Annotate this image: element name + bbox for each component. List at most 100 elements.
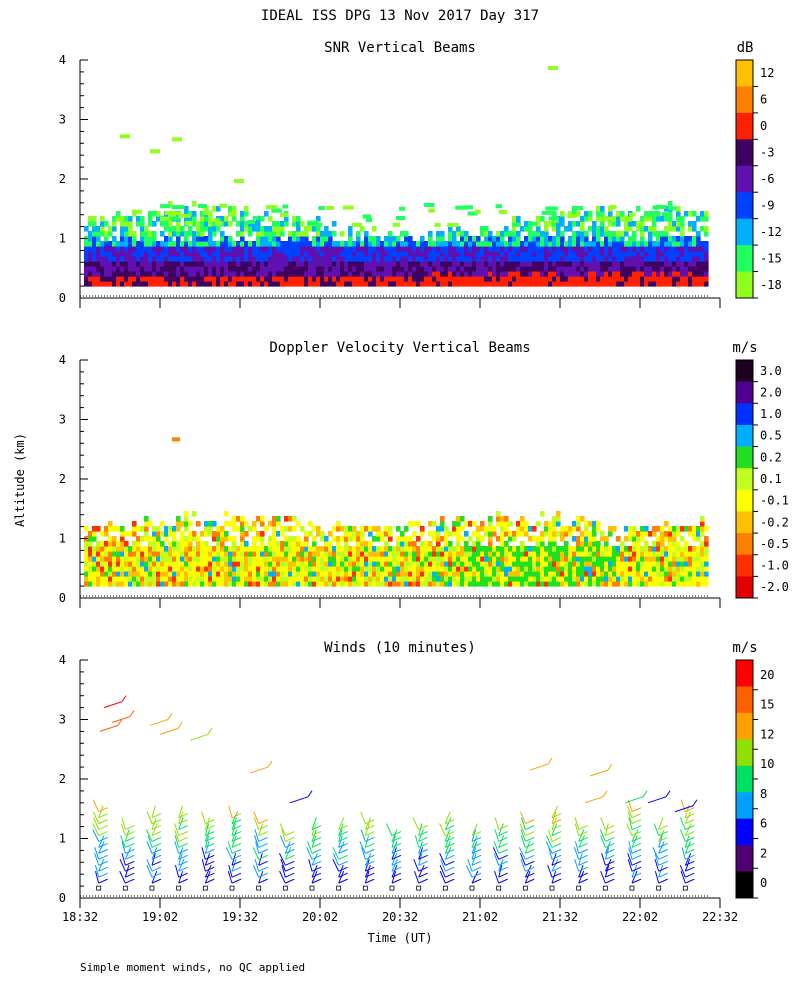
doppler-cell xyxy=(308,551,313,557)
snr-cell xyxy=(324,226,329,232)
snr-cell xyxy=(240,211,245,217)
snr-cell xyxy=(508,236,513,242)
snr-cell xyxy=(148,266,153,272)
doppler-cell xyxy=(156,536,161,542)
snr-cell xyxy=(564,281,569,287)
snr-cell xyxy=(660,241,665,247)
doppler-cell xyxy=(440,581,445,587)
doppler-cell xyxy=(496,511,501,517)
doppler-cell xyxy=(220,526,225,532)
snr-cell xyxy=(620,216,625,222)
snr-cell xyxy=(256,231,261,237)
doppler-cell xyxy=(652,561,657,567)
doppler-cell xyxy=(196,541,201,547)
doppler-cell xyxy=(280,561,285,567)
snr-cell xyxy=(184,211,189,217)
doppler-cell xyxy=(512,561,517,567)
doppler-cell xyxy=(664,576,669,582)
snr-cell xyxy=(432,276,437,282)
snr-cell xyxy=(388,281,393,287)
snr-cell xyxy=(164,251,169,257)
doppler-cell xyxy=(488,516,493,522)
snr-cell xyxy=(552,256,557,262)
doppler-cell xyxy=(320,551,325,557)
snr-cell xyxy=(228,241,233,247)
snr-cell xyxy=(420,241,425,247)
snr-cell xyxy=(148,251,153,257)
snr-cell xyxy=(152,281,157,287)
snr-cell xyxy=(204,266,209,272)
snr-cell xyxy=(280,251,285,257)
doppler-cell xyxy=(272,581,277,587)
doppler-cell xyxy=(112,551,117,557)
doppler-cell xyxy=(456,521,461,527)
doppler-cell xyxy=(168,546,173,552)
snr-cell xyxy=(224,251,229,257)
wind-barb-flag xyxy=(418,854,428,860)
doppler-cell xyxy=(588,566,593,572)
snr-cell xyxy=(172,271,177,277)
doppler-cell xyxy=(672,576,677,582)
doppler-cell xyxy=(600,556,605,562)
snr-cell xyxy=(316,231,321,237)
snr-cell xyxy=(572,211,577,217)
doppler-cell xyxy=(284,561,289,567)
wind-barb-flag xyxy=(178,878,188,884)
doppler-cell xyxy=(592,531,597,537)
wind-barb-flag xyxy=(605,854,615,860)
snr-cell xyxy=(292,236,297,242)
wind-barb-flag xyxy=(258,825,268,831)
wind-barb xyxy=(684,859,691,872)
doppler-cell xyxy=(200,541,205,547)
doppler-cell xyxy=(124,561,129,567)
wind-barb xyxy=(201,859,206,872)
doppler-cell xyxy=(464,556,469,562)
snr-cell xyxy=(552,241,557,247)
snr-cell xyxy=(668,281,673,287)
doppler-cell xyxy=(456,526,461,532)
x-tick-label: 22:02 xyxy=(622,910,658,924)
doppler-cell xyxy=(188,551,193,557)
snr-cell xyxy=(136,261,141,267)
doppler-cell xyxy=(332,556,337,562)
doppler-cell xyxy=(300,571,305,577)
snr-cell xyxy=(584,246,589,252)
snr-cell xyxy=(544,221,549,227)
snr-cell xyxy=(340,261,345,267)
doppler-cell xyxy=(144,536,149,542)
doppler-cell xyxy=(476,576,481,582)
wind-barb-flag xyxy=(258,831,268,836)
doppler-cell xyxy=(196,521,201,527)
snr-cell xyxy=(184,271,189,277)
doppler-cell xyxy=(672,546,677,552)
snr-cell xyxy=(384,236,389,242)
snr-cell xyxy=(412,281,417,287)
doppler-cell xyxy=(536,576,541,582)
doppler-cell xyxy=(184,576,189,582)
snr-cell xyxy=(164,256,169,262)
snr-cell xyxy=(600,216,605,222)
doppler-cell xyxy=(104,571,109,577)
doppler-cell xyxy=(136,546,141,552)
snr-cell xyxy=(648,261,653,267)
doppler-cell xyxy=(616,561,621,567)
snr-cell xyxy=(492,261,497,267)
wind-barb-flag xyxy=(311,872,322,878)
doppler-cell xyxy=(112,536,117,542)
snr-cell xyxy=(476,236,481,242)
snr-cell xyxy=(456,261,461,267)
doppler-cell xyxy=(584,531,589,537)
colorbar-label: 1.0 xyxy=(760,407,782,421)
snr-cell xyxy=(132,211,137,217)
wind-barb xyxy=(120,823,126,836)
doppler-cell xyxy=(340,526,345,532)
wind-barb xyxy=(494,817,500,830)
doppler-cell xyxy=(88,556,93,562)
snr-cell xyxy=(192,261,197,267)
doppler-cell xyxy=(92,546,97,552)
snr-cell xyxy=(180,266,185,272)
doppler-cell xyxy=(416,521,421,527)
snr-cell xyxy=(260,241,265,247)
snr-cell xyxy=(304,256,309,262)
